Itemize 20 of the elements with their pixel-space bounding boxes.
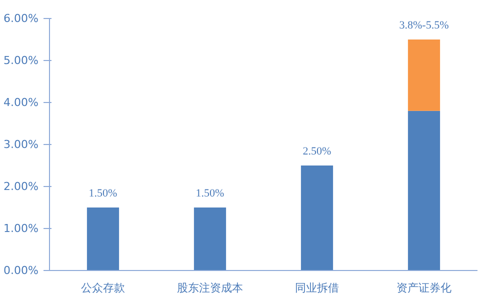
x-tick-label: 同业拆借 <box>295 282 339 294</box>
total-label: 3.8%-5.5% <box>399 20 449 32</box>
y-tick-label: 4.00% <box>4 96 39 109</box>
y-tick-label: 6.00% <box>4 12 39 25</box>
y-tick-label: 1.00% <box>4 222 39 235</box>
bar <box>408 110 440 270</box>
x-tick-label: 资产证券化 <box>396 282 452 294</box>
y-tick-label: 2.00% <box>4 180 39 193</box>
x-tick-label: 股东注资成本 <box>177 282 243 294</box>
bar <box>194 208 226 270</box>
total-label: 1.50% <box>196 188 224 200</box>
y-tick-label: 3.00% <box>4 138 39 151</box>
bar <box>408 40 440 111</box>
bar <box>86 208 120 270</box>
total-label: 2.50% <box>302 146 332 158</box>
bar <box>300 166 334 270</box>
y-tick-label: 5.00% <box>4 54 39 67</box>
x-tick-label: 公众存款 <box>81 282 125 294</box>
y-tick-label: 0.00% <box>4 264 39 277</box>
total-label: 1.50% <box>88 188 118 200</box>
